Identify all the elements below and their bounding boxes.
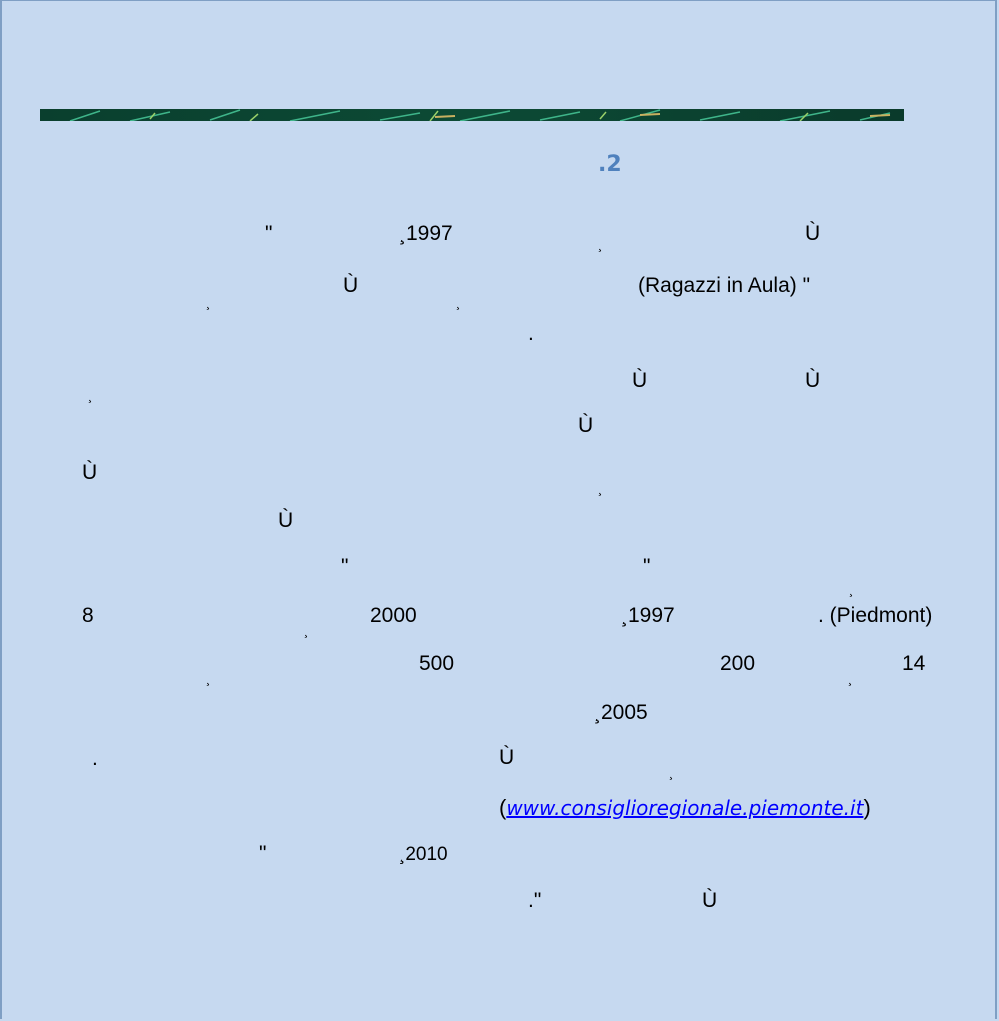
text-fragment: . bbox=[528, 322, 534, 345]
website-citation: (www.consiglioregionale.piemonte.it) bbox=[499, 795, 871, 821]
decorative-banner bbox=[40, 109, 904, 121]
text-fragment: ¸ bbox=[88, 388, 93, 403]
text-fragment: . bbox=[92, 747, 98, 770]
text-fragment: Ù bbox=[632, 369, 648, 392]
text-fragment: ¸1997 bbox=[399, 222, 453, 245]
text-fragment: 8 bbox=[82, 604, 94, 627]
text-fragment: 500 bbox=[419, 652, 455, 675]
text-fragment: Ù bbox=[702, 889, 718, 912]
text-fragment: Ù bbox=[278, 509, 294, 532]
text-fragment: ¸1997 bbox=[621, 604, 675, 627]
section-heading: .2 bbox=[598, 152, 622, 177]
text-fragment: Ù bbox=[805, 222, 821, 245]
text-fragment: 200 bbox=[720, 652, 756, 675]
website-link[interactable]: www.consiglioregionale.piemonte.it bbox=[506, 796, 864, 820]
link-open-paren: ( bbox=[499, 795, 507, 820]
text-fragment: ¸ bbox=[206, 295, 211, 310]
text-fragment: ¸ bbox=[598, 481, 603, 496]
text-fragment: ." bbox=[528, 889, 542, 912]
text-fragment: ¸2010 bbox=[399, 844, 448, 865]
text-fragment: ¸ bbox=[848, 671, 853, 686]
text-fragment: Ù bbox=[805, 369, 821, 392]
text-fragment: 2000 bbox=[370, 604, 417, 627]
text-fragment: " bbox=[643, 555, 651, 578]
text-fragment: . (Piedmont) bbox=[818, 604, 933, 627]
text-fragment: (Ragazzi in Aula) " bbox=[638, 274, 811, 297]
text-fragment: " bbox=[265, 222, 273, 245]
text-fragment: Ù bbox=[499, 746, 515, 769]
text-fragment: ¸ bbox=[669, 765, 674, 780]
text-fragment: ¸ bbox=[206, 671, 211, 686]
text-fragment: " bbox=[259, 842, 267, 865]
link-close-paren: ) bbox=[863, 795, 871, 820]
text-fragment: ¸ bbox=[456, 295, 461, 310]
text-fragment: " bbox=[341, 555, 349, 578]
text-fragment: Ù bbox=[343, 274, 359, 297]
text-fragment: ¸ bbox=[598, 237, 603, 252]
text-fragment: 14 bbox=[902, 652, 926, 675]
text-fragment: Ù bbox=[82, 461, 98, 484]
text-fragment: Ù bbox=[578, 414, 594, 437]
text-fragment: ¸ bbox=[849, 582, 854, 597]
text-fragment: ¸2005 bbox=[594, 701, 648, 724]
text-fragment: ¸ bbox=[304, 623, 309, 638]
